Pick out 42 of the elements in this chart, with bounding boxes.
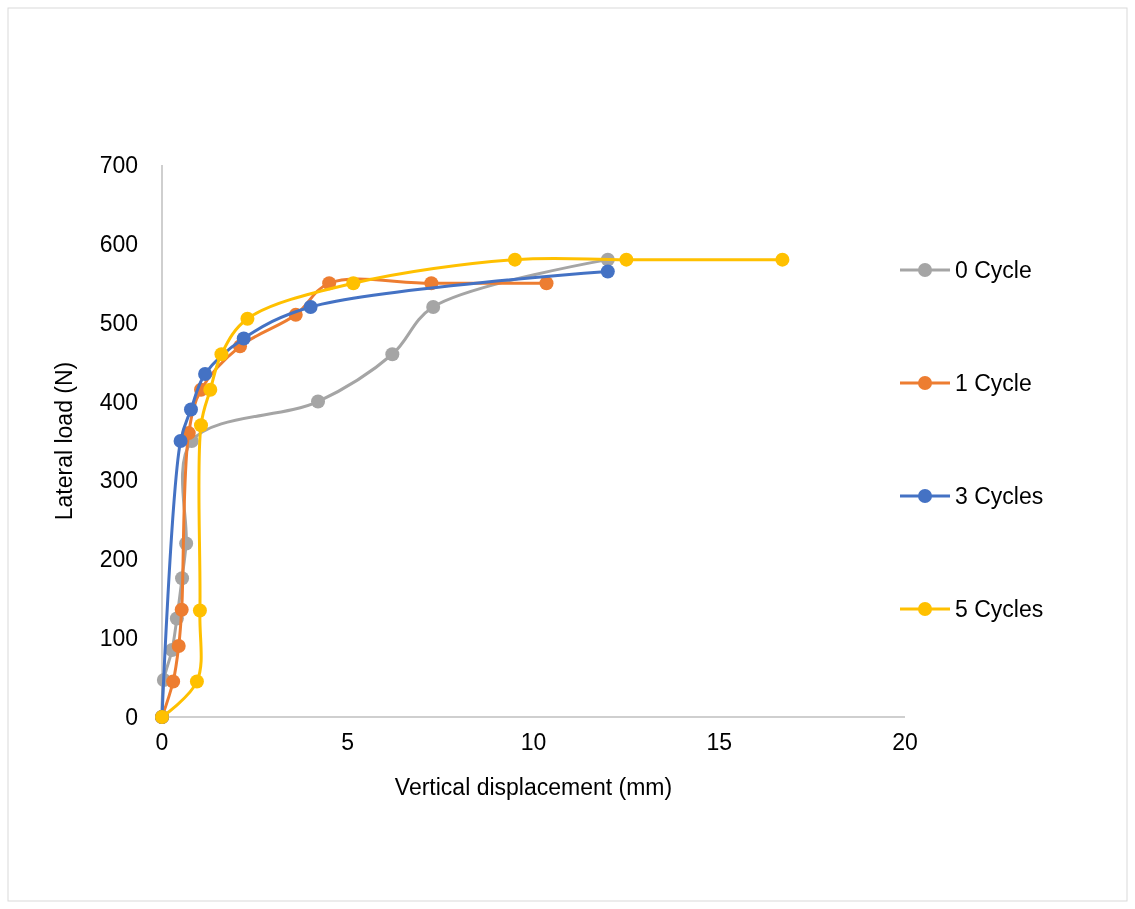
y-tick-label: 200 xyxy=(99,546,138,573)
y-axis-title: Lateral load (N) xyxy=(51,361,77,521)
point xyxy=(426,299,441,314)
point xyxy=(507,252,522,267)
point xyxy=(600,264,615,279)
x-tick-label: 20 xyxy=(892,729,918,755)
legend-label: 5 Cycles xyxy=(955,596,1044,622)
point xyxy=(214,347,229,362)
point xyxy=(203,382,218,397)
point xyxy=(194,418,209,433)
point xyxy=(240,311,255,326)
point xyxy=(775,252,790,267)
x-axis-title: Vertical displacement (mm) xyxy=(394,774,673,800)
y-tick-label: 400 xyxy=(99,388,138,415)
point xyxy=(236,331,251,346)
point xyxy=(619,252,634,267)
y-tick-label: 0 xyxy=(125,704,138,730)
x-tick-label: 0 xyxy=(155,729,169,755)
legend-label: 1 Cycle xyxy=(955,370,1032,396)
legend-label: 3 Cycles xyxy=(955,483,1044,509)
point xyxy=(303,299,318,314)
point xyxy=(192,603,207,618)
point xyxy=(346,276,361,291)
y-tick-label: 100 xyxy=(99,625,138,652)
point xyxy=(173,434,188,448)
x-tick-label: 5 xyxy=(341,729,355,755)
x-tick-label: 10 xyxy=(520,729,547,755)
point xyxy=(183,402,198,417)
point xyxy=(166,674,181,689)
point xyxy=(311,394,326,409)
y-tick-label: 300 xyxy=(99,467,138,494)
x-tick-label: 15 xyxy=(706,729,733,755)
y-tick-label: 700 xyxy=(99,152,138,178)
point xyxy=(189,674,204,689)
y-tick-label: 500 xyxy=(99,309,138,336)
point xyxy=(539,276,554,291)
point xyxy=(198,366,213,381)
point xyxy=(174,602,189,617)
point xyxy=(385,347,400,362)
y-tick-label: 600 xyxy=(99,230,138,257)
point xyxy=(171,639,186,654)
legend-label: 0 Cycle xyxy=(955,257,1032,283)
